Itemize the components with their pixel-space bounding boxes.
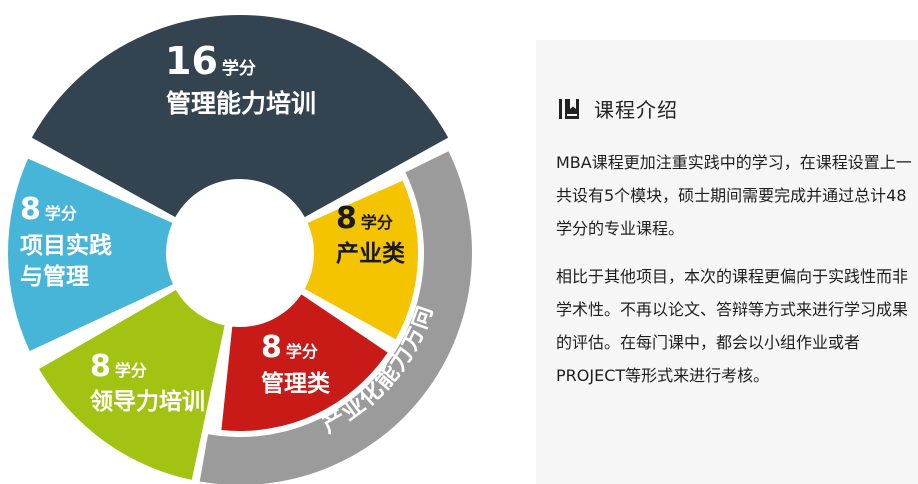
svg-text:8学分: 8 学分 [261,330,318,365]
segment-leadership [39,290,225,480]
segment-label-industry: 8 学分 产业类 [336,201,405,267]
panel-title: 课程介绍 [594,98,678,122]
intro-paragraph-2: 相比于其他项目，本次的课程更偏向于实践性而非学术性。不再以论文、答辩等方式来进行… [556,267,909,385]
industry-direction-arc [199,151,472,484]
book-icon [559,98,579,119]
segment-industry [304,180,418,340]
segment-label-project-practice: 8 学分 项目实践 与管理 [20,192,112,290]
segment-management [221,294,388,431]
svg-text:8学分: 8 学分 [20,192,77,227]
svg-text:项目实践: 项目实践 [20,232,112,259]
svg-text:领导力培训: 领导力培训 [90,388,205,415]
svg-text:管理能力培训: 管理能力培训 [166,89,316,118]
course-module-diagram: 产业化能力方向 16 学分 管理能力培训 8 学分 项目实践 与管理 8 学分 领导力… [8,15,472,484]
intro-paragraph-1: MBA课程更加注重实践中的学习，在课程设置上一共设有5个模块，硕士期间需要完成并… [556,153,912,238]
svg-text:8学分: 8 学分 [90,349,147,384]
svg-text:管理类: 管理类 [261,370,330,397]
svg-text:与管理: 与管理 [20,263,89,290]
svg-text:8学分: 8 学分 [336,201,393,236]
segment-label-leadership: 8 学分 领导力培训 [90,349,205,415]
segment-management-skills [31,15,449,218]
segment-project-practice [8,158,173,352]
segment-label-management-skills: 16 学分 管理能力培训 [165,39,316,118]
svg-text:产业类: 产业类 [336,240,405,267]
panel-header: 课程介绍 [558,94,678,123]
course-intro-panel: 课程介绍 MBA课程更加注重实践中的学习，在课程设置上一共设有5个模块，硕士期间… [536,40,918,484]
segment-label-management: 8 学分 管理类 [261,330,330,397]
